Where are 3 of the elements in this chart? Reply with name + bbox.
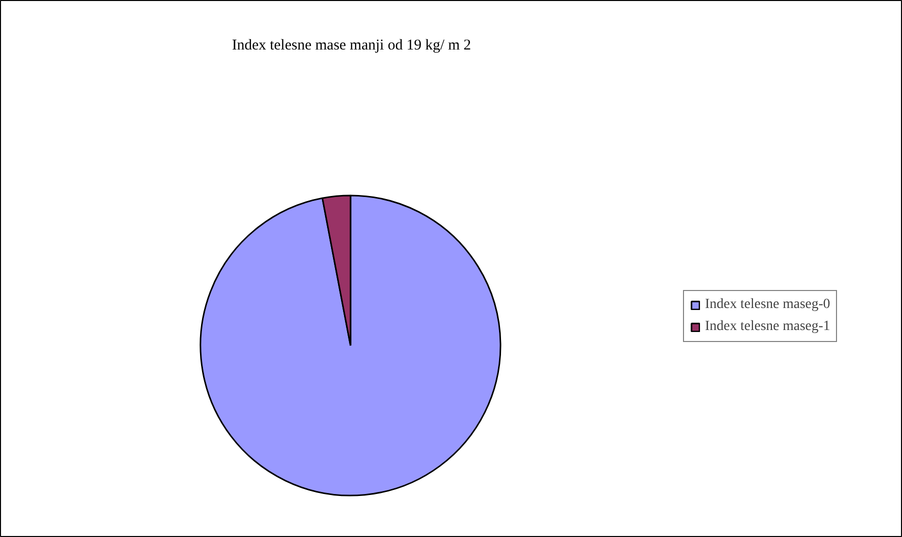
chart-title: Index telesne mase manji od 19 kg/ m 2 xyxy=(232,38,472,54)
legend-label: Index telesne maseg-1 xyxy=(705,319,830,335)
legend-label: Index telesne maseg-0 xyxy=(705,297,830,313)
